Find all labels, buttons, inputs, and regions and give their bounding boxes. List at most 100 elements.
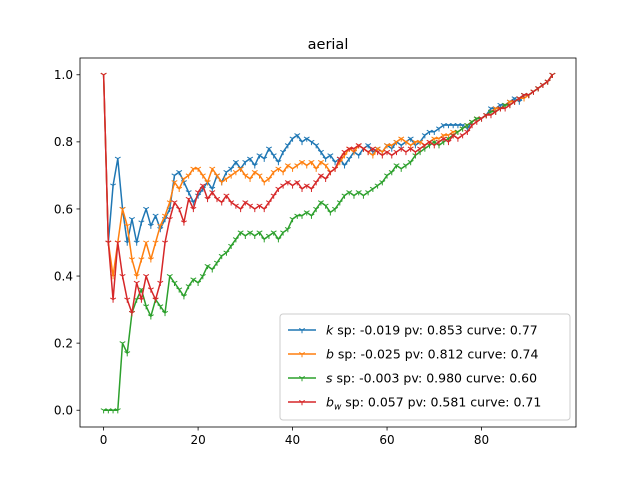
data-point-s-63 [398,166,405,172]
data-point-bw-22 [204,196,211,203]
data-point-k-34 [261,156,268,162]
data-point-bw-13 [161,240,169,246]
data-point-b-13 [161,213,169,219]
data-point-bw-87 [511,99,518,105]
data-point-k-6 [128,216,135,223]
data-point-s-4 [119,341,126,347]
data-point-b-33 [256,173,263,179]
data-point-s-64 [402,163,409,169]
data-point-bw-57 [369,146,376,152]
data-point-k-31 [247,156,254,162]
legend-box [279,313,571,421]
data-point-bw-85 [502,106,509,112]
data-point-bw-77 [464,129,471,135]
data-point-bw-5 [124,297,131,303]
data-point-b-25 [218,180,225,186]
data-point-s-24 [213,260,221,266]
data-point-b-17 [180,176,187,182]
data-point-b-34 [261,180,268,186]
data-point-k-68 [421,133,428,139]
y-tick-label-2: 0.4 [54,269,73,283]
legend-label-b: b sp: -0.025 pv: 0.812 curve: 0.74 [326,347,538,362]
data-point-bw-16 [176,206,183,213]
data-point-b-31 [247,176,254,182]
data-point-bw-61 [388,153,395,159]
data-point-b-62 [393,139,400,146]
data-point-s-61 [388,170,395,176]
data-point-k-42 [298,139,306,146]
data-point-s-54 [355,190,362,196]
data-point-bw-79 [473,119,480,125]
data-point-s-50 [336,200,343,206]
data-point-bw-2 [110,297,117,303]
data-point-bw-37 [275,186,282,193]
data-point-k-65 [407,136,414,142]
legend-item-b: b sp: -0.025 pv: 0.812 curve: 0.74 [288,347,538,362]
data-point-bw-3 [114,240,121,246]
data-point-s-21 [199,274,206,280]
x-tick-label-2: 40 [285,433,300,447]
data-point-bw-40 [289,183,296,189]
data-point-b-39 [284,163,291,169]
data-point-bw-76 [459,133,466,139]
data-point-b-12 [157,223,164,229]
data-point-s-25 [218,253,225,260]
y-tick-label-4: 0.8 [54,135,73,149]
data-point-s-47 [322,203,329,209]
data-point-bw-7 [133,280,140,286]
data-point-k-38 [280,149,287,156]
data-point-b-46 [317,159,324,166]
data-point-bw-49 [332,166,339,172]
data-point-b-15 [171,180,178,186]
data-point-s-13 [161,310,169,317]
data-point-s-29 [237,230,244,236]
data-point-k-32 [251,163,258,169]
data-point-k-8 [138,220,145,226]
data-point-bw-43 [303,183,310,189]
data-point-s-10 [147,314,154,320]
data-point-bw-67 [417,146,424,152]
series-layer [100,72,556,414]
data-point-bw-72 [440,136,447,142]
data-point-bw-33 [256,203,263,209]
legend-marker-k [298,327,306,334]
data-point-k-37 [275,159,282,166]
data-point-s-45 [313,206,320,213]
data-point-s-22 [204,263,211,270]
y-tick-label-1: 0.2 [54,336,73,350]
data-point-s-26 [223,250,230,256]
data-point-k-2 [110,183,117,189]
data-point-k-16 [176,170,183,176]
data-point-bw-62 [393,149,400,156]
data-point-bw-31 [247,203,254,209]
data-point-s-9 [143,304,150,310]
data-point-bw-41 [294,180,301,186]
data-point-k-10 [147,223,154,229]
data-point-s-16 [176,287,183,293]
data-point-s-30 [242,233,249,239]
data-point-bw-58 [374,149,381,156]
data-point-bw-92 [535,86,542,92]
data-point-b-35 [265,176,272,182]
data-point-s-34 [261,237,268,243]
x-tick-label-3: 60 [379,433,394,447]
data-point-k-18 [185,190,192,196]
data-point-s-5 [124,351,131,357]
data-point-s-35 [265,233,272,239]
data-point-bw-86 [506,102,513,109]
axes-layer: 0 20 40 60 80 0.0 0.2 0.4 0.6 0.8 1.0 [54,57,577,447]
data-point-s-56 [365,190,372,196]
y-tick-label-5: 1.0 [54,68,73,82]
data-point-bw-15 [171,200,178,206]
data-point-bw-56 [365,149,372,156]
axes-frame [79,57,577,428]
data-point-k-27 [228,166,235,172]
data-point-bw-42 [298,186,306,193]
data-point-bw-90 [525,92,532,99]
data-point-bw-39 [284,180,291,186]
data-point-b-29 [237,166,244,172]
data-point-bw-17 [180,220,187,226]
data-point-k-46 [317,149,324,156]
data-point-k-11 [152,213,159,219]
data-point-bw-4 [119,274,126,280]
